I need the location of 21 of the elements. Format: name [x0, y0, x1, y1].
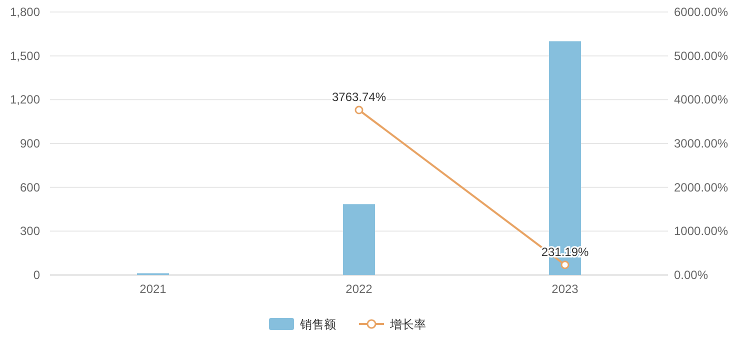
y-tick-label: 0 — [33, 268, 40, 282]
y2-tick-label: 6000.00% — [674, 5, 728, 19]
y-tick-label: 300 — [20, 224, 40, 238]
legend-label: 销售额 — [299, 318, 336, 332]
y-tick-label: 1,200 — [10, 92, 40, 107]
y2-tick-label: 1000.00% — [674, 224, 728, 238]
legend-label: 增长率 — [389, 318, 426, 332]
y-tick-label: 900 — [20, 136, 40, 150]
y2-tick-label: 4000.00% — [674, 92, 728, 107]
x-tick-label: 2021 — [140, 282, 167, 296]
y2-tick-label: 5000.00% — [674, 48, 728, 63]
x-tick-label: 2023 — [552, 282, 579, 296]
y-tick-label: 1,500 — [10, 48, 40, 63]
y2-tick-label: 2000.00% — [674, 180, 728, 194]
x-tick-label: 2022 — [346, 282, 373, 296]
y2-tick-label: 3000.00% — [674, 136, 728, 150]
bar — [343, 204, 375, 275]
y-tick-label: 1,800 — [10, 5, 40, 19]
y-tick-label: 600 — [20, 180, 40, 194]
y2-tick-label: 0.00% — [674, 268, 708, 282]
data-label: 3763.74% — [332, 90, 386, 104]
